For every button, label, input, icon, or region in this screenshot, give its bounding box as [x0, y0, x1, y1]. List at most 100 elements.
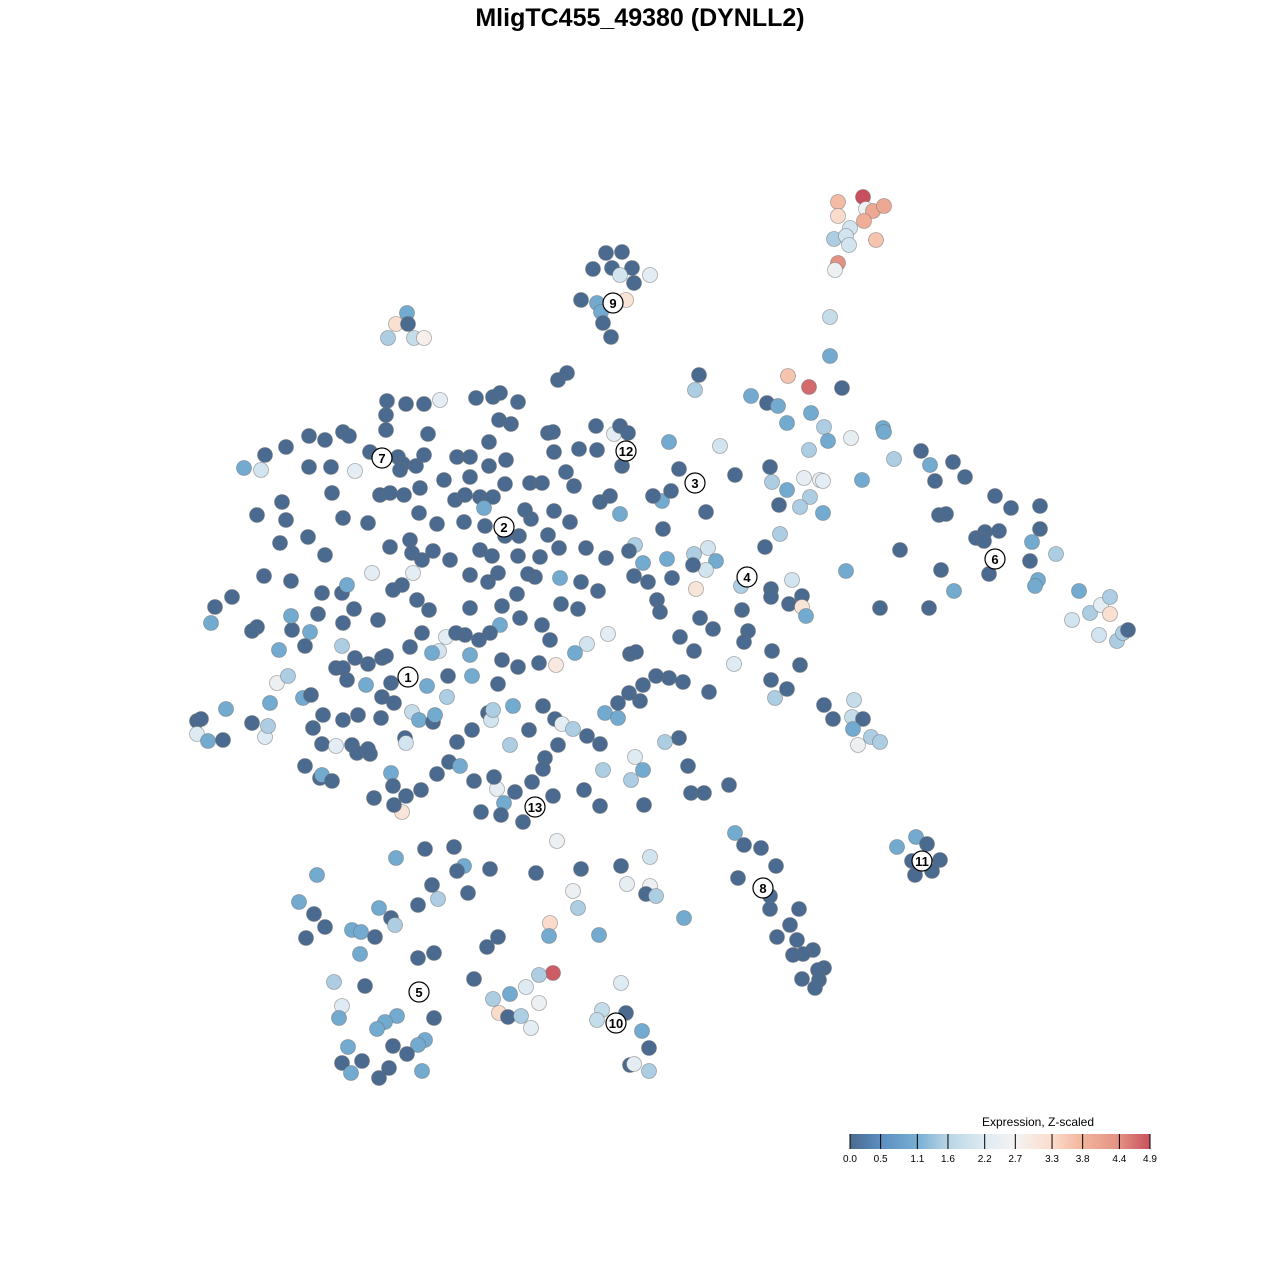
data-point [193, 711, 209, 727]
data-point [462, 567, 478, 583]
data-point [540, 527, 556, 543]
cluster-label: 6 [984, 548, 1006, 570]
data-point [335, 510, 351, 526]
data-point [414, 625, 430, 641]
data-point [283, 608, 299, 624]
data-point [370, 612, 386, 628]
data-point [614, 244, 630, 260]
data-point [565, 721, 581, 737]
data-point [687, 382, 703, 398]
cluster-label-circle [736, 566, 758, 588]
data-point [573, 861, 589, 877]
data-point [676, 910, 692, 926]
data-point [301, 428, 317, 444]
data-point [490, 676, 506, 692]
data-point [636, 797, 652, 813]
cluster-label: 5 [408, 981, 430, 1003]
data-point [392, 462, 408, 478]
data-point [439, 689, 455, 705]
data-point [510, 659, 526, 675]
data-point [388, 850, 404, 866]
data-point [886, 451, 902, 467]
data-point [762, 901, 778, 917]
data-point [272, 535, 288, 551]
data-point [592, 798, 608, 814]
data-point [207, 599, 223, 615]
data-point [876, 198, 892, 214]
data-point [1027, 578, 1043, 594]
data-point [486, 769, 502, 785]
cluster-label-circle [602, 292, 624, 314]
data-point [291, 894, 307, 910]
data-point [621, 543, 637, 559]
data-point [473, 804, 489, 820]
data-point [416, 447, 432, 463]
data-point [579, 728, 595, 744]
data-point [416, 330, 432, 346]
data-point [284, 622, 300, 638]
data-point [635, 762, 651, 778]
data-point [815, 505, 831, 521]
data-point [663, 483, 679, 499]
data-point [623, 772, 639, 788]
data-point [1024, 534, 1040, 550]
data-point [339, 577, 355, 593]
data-point [314, 736, 330, 752]
data-point [730, 870, 746, 886]
data-point [642, 849, 658, 865]
data-point [442, 552, 458, 568]
cluster-label-text: 8 [759, 881, 766, 896]
colorbar-tick-label: 4.4 [1112, 1154, 1126, 1165]
data-point [479, 939, 495, 955]
data-point [672, 629, 688, 645]
data-point [794, 971, 810, 987]
data-point [698, 504, 714, 520]
data-point [385, 1038, 401, 1054]
data-point [378, 407, 394, 423]
data-point [933, 562, 949, 578]
data-point [712, 438, 728, 454]
data-point [566, 478, 582, 494]
data-point [413, 782, 429, 798]
data-point [562, 514, 578, 530]
data-point [385, 778, 401, 794]
data-point [779, 415, 795, 431]
cluster-label-text: 6 [991, 552, 998, 567]
data-point [360, 515, 376, 531]
data-point [613, 858, 629, 874]
data-point [590, 583, 606, 599]
data-point [399, 1046, 415, 1062]
data-point [358, 677, 374, 693]
data-point [462, 469, 478, 485]
data-point [816, 697, 832, 713]
data-point [256, 568, 272, 584]
colorbar-tick-label: 0.5 [874, 1154, 888, 1165]
data-point [570, 601, 586, 617]
data-point [772, 526, 788, 542]
cluster-label-circle [615, 440, 637, 462]
data-point [753, 840, 769, 856]
data-point [736, 837, 752, 853]
data-point [493, 807, 509, 823]
data-point [503, 416, 519, 432]
data-point [383, 765, 399, 781]
data-point [300, 529, 316, 545]
data-point [726, 656, 742, 672]
data-point [659, 551, 675, 567]
cluster-label-circle [493, 516, 515, 538]
data-point [382, 485, 398, 501]
cluster-label-circle [371, 447, 393, 469]
data-point [462, 449, 478, 465]
data-point [792, 657, 808, 673]
cluster-label-circle [524, 796, 546, 818]
data-point [382, 539, 398, 555]
data-point [315, 707, 331, 723]
data-point [314, 585, 330, 601]
data-point [446, 839, 462, 855]
data-point [592, 736, 608, 752]
data-point [757, 539, 773, 555]
data-point [509, 586, 525, 602]
data-point [553, 596, 569, 612]
data-point [524, 774, 540, 790]
